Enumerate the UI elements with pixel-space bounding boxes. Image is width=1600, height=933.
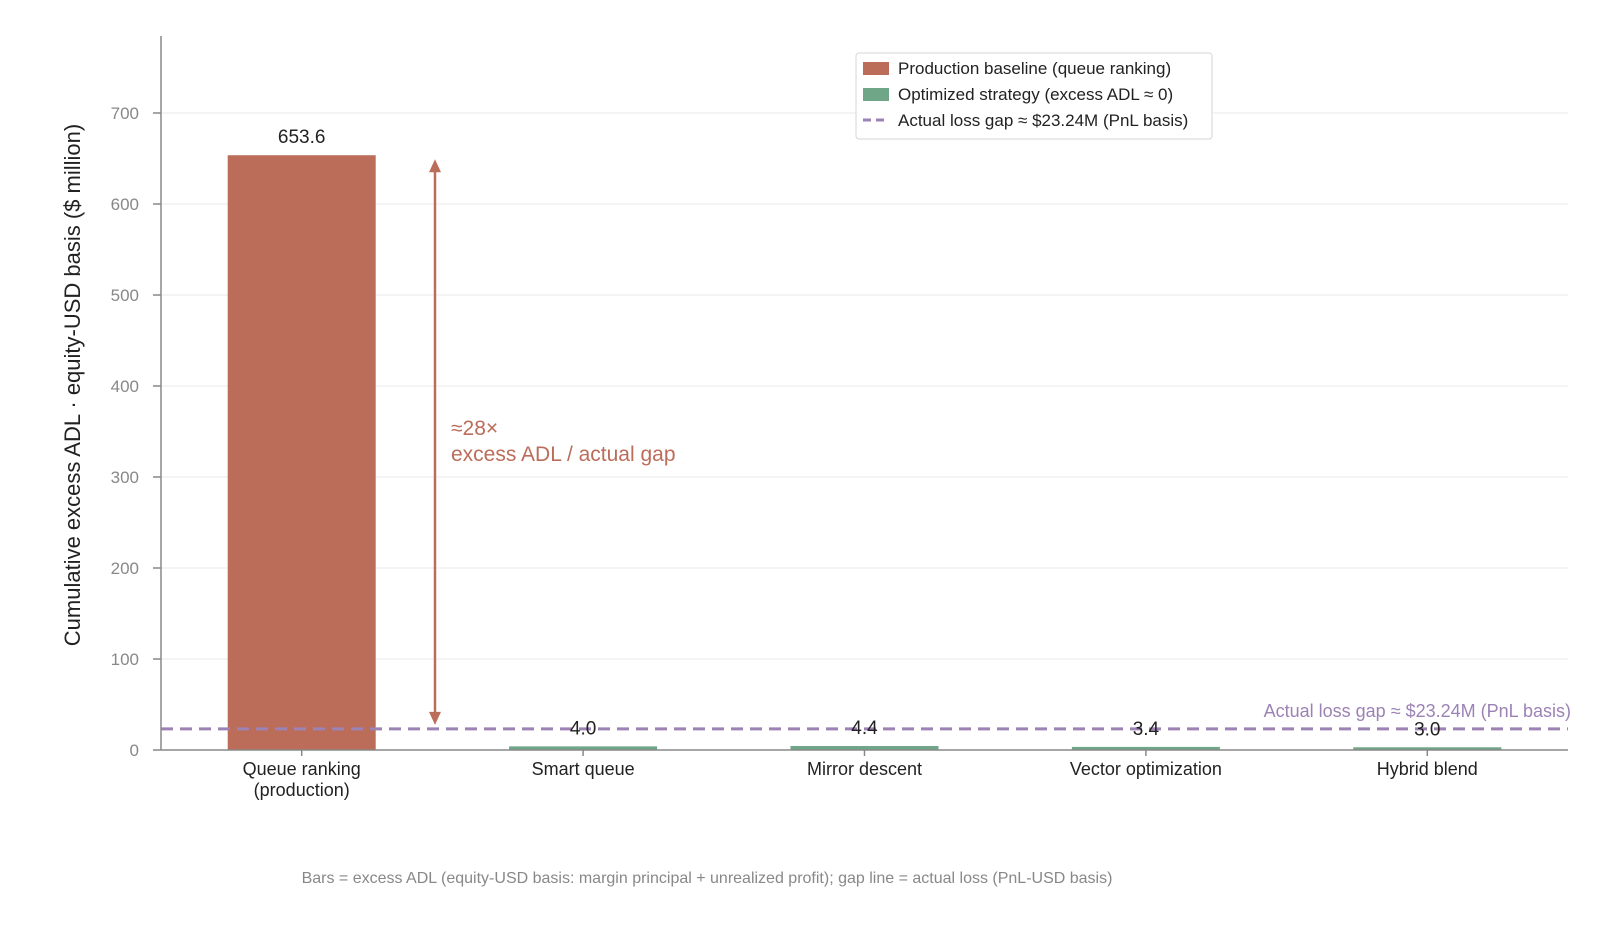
y-tick-label: 200	[111, 559, 139, 578]
ratio-annotation-line1: ≈28×	[451, 417, 498, 440]
ratio-arrow-head-up	[429, 159, 441, 173]
ratio-annotation: ≈28× excess ADL / actual gap	[429, 159, 676, 725]
y-tick-label: 0	[130, 741, 139, 760]
bar-optimized	[790, 745, 939, 750]
legend: Production baseline (queue ranking) Optim…	[855, 52, 1213, 140]
y-axis-label: Cumulative excess ADL · equity-USD basis…	[60, 124, 85, 646]
bar-optimized	[509, 746, 658, 750]
y-tick-label: 500	[111, 286, 139, 305]
bar-value-label: 3.4	[1133, 719, 1160, 740]
bar-baseline	[227, 155, 376, 750]
y-tick-label: 700	[111, 104, 139, 123]
bars	[227, 155, 1502, 750]
data-labels: 653.6 4.0 4.4 3.4 3.0	[278, 127, 1441, 740]
legend-label: Production baseline (queue ranking)	[898, 59, 1171, 78]
ratio-annotation-line2: excess ADL / actual gap	[451, 443, 676, 466]
legend-label: Actual loss gap ≈ $23.24M (PnL basis)	[898, 111, 1188, 130]
gap-line-label: Actual loss gap ≈ $23.24M (PnL basis)	[1264, 701, 1571, 721]
legend-swatch-optimized	[863, 88, 889, 101]
bar-value-label: 653.6	[278, 127, 326, 148]
bar-value-label: 3.0	[1414, 719, 1440, 740]
x-tick-label: Mirror descent	[807, 759, 922, 779]
bar-optimized	[1353, 747, 1502, 750]
y-tick-label: 100	[111, 650, 139, 669]
grid-lines	[161, 112, 1568, 660]
x-tick-label: Smart queue	[532, 759, 635, 779]
legend-label: Optimized strategy (excess ADL ≈ 0)	[898, 85, 1173, 104]
footnote: Bars = excess ADL (equity-USD basis: mar…	[302, 870, 1113, 887]
axes: 0 100 200 300 400 500 600 700 Queue ranking (prod…	[111, 36, 1568, 800]
bar-optimized	[1071, 746, 1220, 750]
y-tick-label: 400	[111, 377, 139, 396]
x-tick-label: Vector optimization	[1070, 759, 1222, 779]
y-tick-label: 600	[111, 195, 139, 214]
legend-swatch-baseline	[863, 62, 889, 75]
x-tick-label: Hybrid blend	[1377, 759, 1478, 779]
bar-value-label: 4.4	[851, 718, 878, 739]
gap-line-group: Actual loss gap ≈ $23.24M (PnL basis)	[161, 701, 1571, 731]
legend-box	[855, 52, 1213, 140]
bar-value-label: 4.0	[570, 718, 596, 739]
y-tick-label: 300	[111, 468, 139, 487]
x-tick-label: Queue ranking (production)	[243, 759, 361, 800]
ratio-arrow-head-down	[429, 711, 441, 725]
